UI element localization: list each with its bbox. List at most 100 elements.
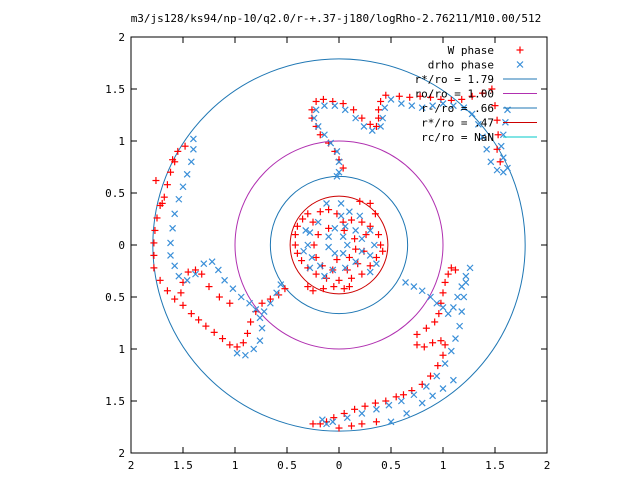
x-tick-label: 2 bbox=[128, 459, 135, 472]
w-phase-point bbox=[340, 285, 348, 293]
y-tick-labels: 2 1.5 1 0.5 0 0.5 1 1.5 2 bbox=[105, 31, 125, 460]
w-phase-point bbox=[352, 245, 360, 253]
w-phase-point bbox=[258, 299, 266, 307]
w-phase-point bbox=[427, 93, 435, 101]
drho-phase-point bbox=[171, 262, 179, 270]
w-phase-point bbox=[299, 215, 307, 223]
drho-phase-point bbox=[397, 397, 405, 405]
w-phase-point bbox=[330, 283, 338, 291]
drho-phase-point bbox=[339, 233, 347, 241]
y-tick-label: 2 bbox=[118, 447, 125, 460]
drho-phase-point bbox=[321, 131, 328, 139]
drho-phase-point bbox=[466, 264, 474, 272]
drho-phase-point bbox=[310, 114, 318, 122]
w-phase-point bbox=[198, 270, 206, 278]
x-tick-labels: 2 1.5 1 0.5 0 0.5 1 1.5 2 bbox=[128, 459, 551, 472]
w-phase-point bbox=[304, 210, 312, 218]
drho-phase-point bbox=[402, 279, 409, 286]
drho-phase-point bbox=[373, 260, 380, 268]
w-phase-point bbox=[247, 318, 255, 326]
w-phase-point bbox=[191, 266, 199, 274]
drho-phase-point bbox=[252, 306, 260, 313]
w-phase-point bbox=[293, 222, 301, 230]
w-phase-point bbox=[379, 247, 387, 255]
drho-phase-point bbox=[366, 251, 374, 259]
w-phase-point bbox=[437, 337, 445, 345]
w-phase-point bbox=[333, 256, 341, 264]
w-phase-point bbox=[339, 164, 347, 172]
circle-2 bbox=[269, 175, 409, 315]
drho-phase-point bbox=[487, 158, 495, 166]
w-phase-point bbox=[496, 158, 504, 166]
w-phase-point bbox=[281, 285, 289, 293]
w-phase-point bbox=[347, 422, 355, 430]
drho-phase-point bbox=[337, 199, 345, 207]
x-tick-label: 0.5 bbox=[381, 459, 401, 472]
w-phase-point bbox=[377, 97, 385, 105]
w-phase-point bbox=[202, 322, 210, 330]
drho-phase-point bbox=[352, 114, 360, 122]
y-tick-label: 2 bbox=[118, 31, 125, 44]
w-phase-point bbox=[382, 91, 390, 99]
w-phase-point bbox=[340, 409, 348, 417]
w-phase-point bbox=[366, 222, 374, 230]
drho-phase-point bbox=[266, 299, 274, 307]
drho-phase-point bbox=[433, 299, 441, 307]
w-phase-point bbox=[494, 131, 502, 139]
drho-phase-point bbox=[183, 170, 191, 178]
drho-phase-point bbox=[341, 264, 349, 272]
drho-phase-point bbox=[250, 345, 258, 353]
w-phase-point bbox=[358, 270, 366, 278]
w-phase-point bbox=[312, 97, 320, 105]
drho-phase-point bbox=[497, 142, 505, 150]
drho-phase-point bbox=[429, 392, 437, 400]
drho-phase-point bbox=[358, 247, 366, 255]
w-phase-point bbox=[431, 318, 439, 326]
drho-phase-point bbox=[385, 401, 393, 409]
series-1 bbox=[167, 95, 511, 428]
drho-phase-point bbox=[452, 335, 459, 343]
w-phase-point bbox=[420, 343, 428, 351]
w-phase-point bbox=[413, 330, 421, 338]
drho-phase-point bbox=[179, 183, 187, 191]
drho-phase-point bbox=[460, 293, 468, 301]
drho-phase-point bbox=[256, 314, 264, 322]
drho-phase-point bbox=[339, 249, 347, 257]
drho-phase-point bbox=[273, 289, 281, 297]
w-phase-point bbox=[435, 310, 443, 318]
w-phase-point bbox=[429, 339, 437, 347]
w-phase-point bbox=[291, 231, 299, 239]
drho-phase-point bbox=[306, 229, 314, 236]
w-phase-point bbox=[351, 405, 359, 413]
drho-phase-point bbox=[439, 100, 447, 107]
w-phase-point bbox=[362, 231, 370, 239]
w-phase-point bbox=[371, 399, 379, 407]
drho-phase-point bbox=[429, 102, 437, 110]
y-tick-label: 1.5 bbox=[105, 395, 125, 408]
drho-phase-point bbox=[456, 322, 464, 330]
drho-phase-point bbox=[368, 127, 376, 135]
drho-phase-point bbox=[397, 100, 405, 107]
w-phase-point bbox=[361, 402, 369, 410]
w-phase-point bbox=[451, 266, 459, 274]
drho-phase-point bbox=[462, 279, 470, 286]
w-phase-point bbox=[195, 316, 203, 324]
drho-phase-point bbox=[256, 337, 264, 345]
drho-phase-point bbox=[192, 270, 199, 278]
drho-phase-point bbox=[325, 233, 333, 241]
w-phase-point bbox=[152, 177, 160, 185]
w-phase-point bbox=[304, 283, 312, 291]
w-phase-point bbox=[358, 218, 366, 226]
drho-phase-point bbox=[352, 258, 360, 266]
drho-phase-point bbox=[387, 418, 395, 426]
w-phase-point bbox=[488, 85, 496, 93]
w-phase-point bbox=[382, 397, 390, 405]
w-phase-point bbox=[167, 168, 175, 176]
drho-phase-point bbox=[366, 227, 374, 234]
w-phase-point bbox=[356, 197, 364, 205]
drho-phase-point bbox=[318, 416, 326, 424]
drho-phase-point bbox=[387, 95, 395, 103]
drho-phase-point bbox=[343, 241, 351, 249]
drho-phase-point bbox=[335, 168, 343, 176]
drho-phase-point bbox=[306, 264, 314, 272]
